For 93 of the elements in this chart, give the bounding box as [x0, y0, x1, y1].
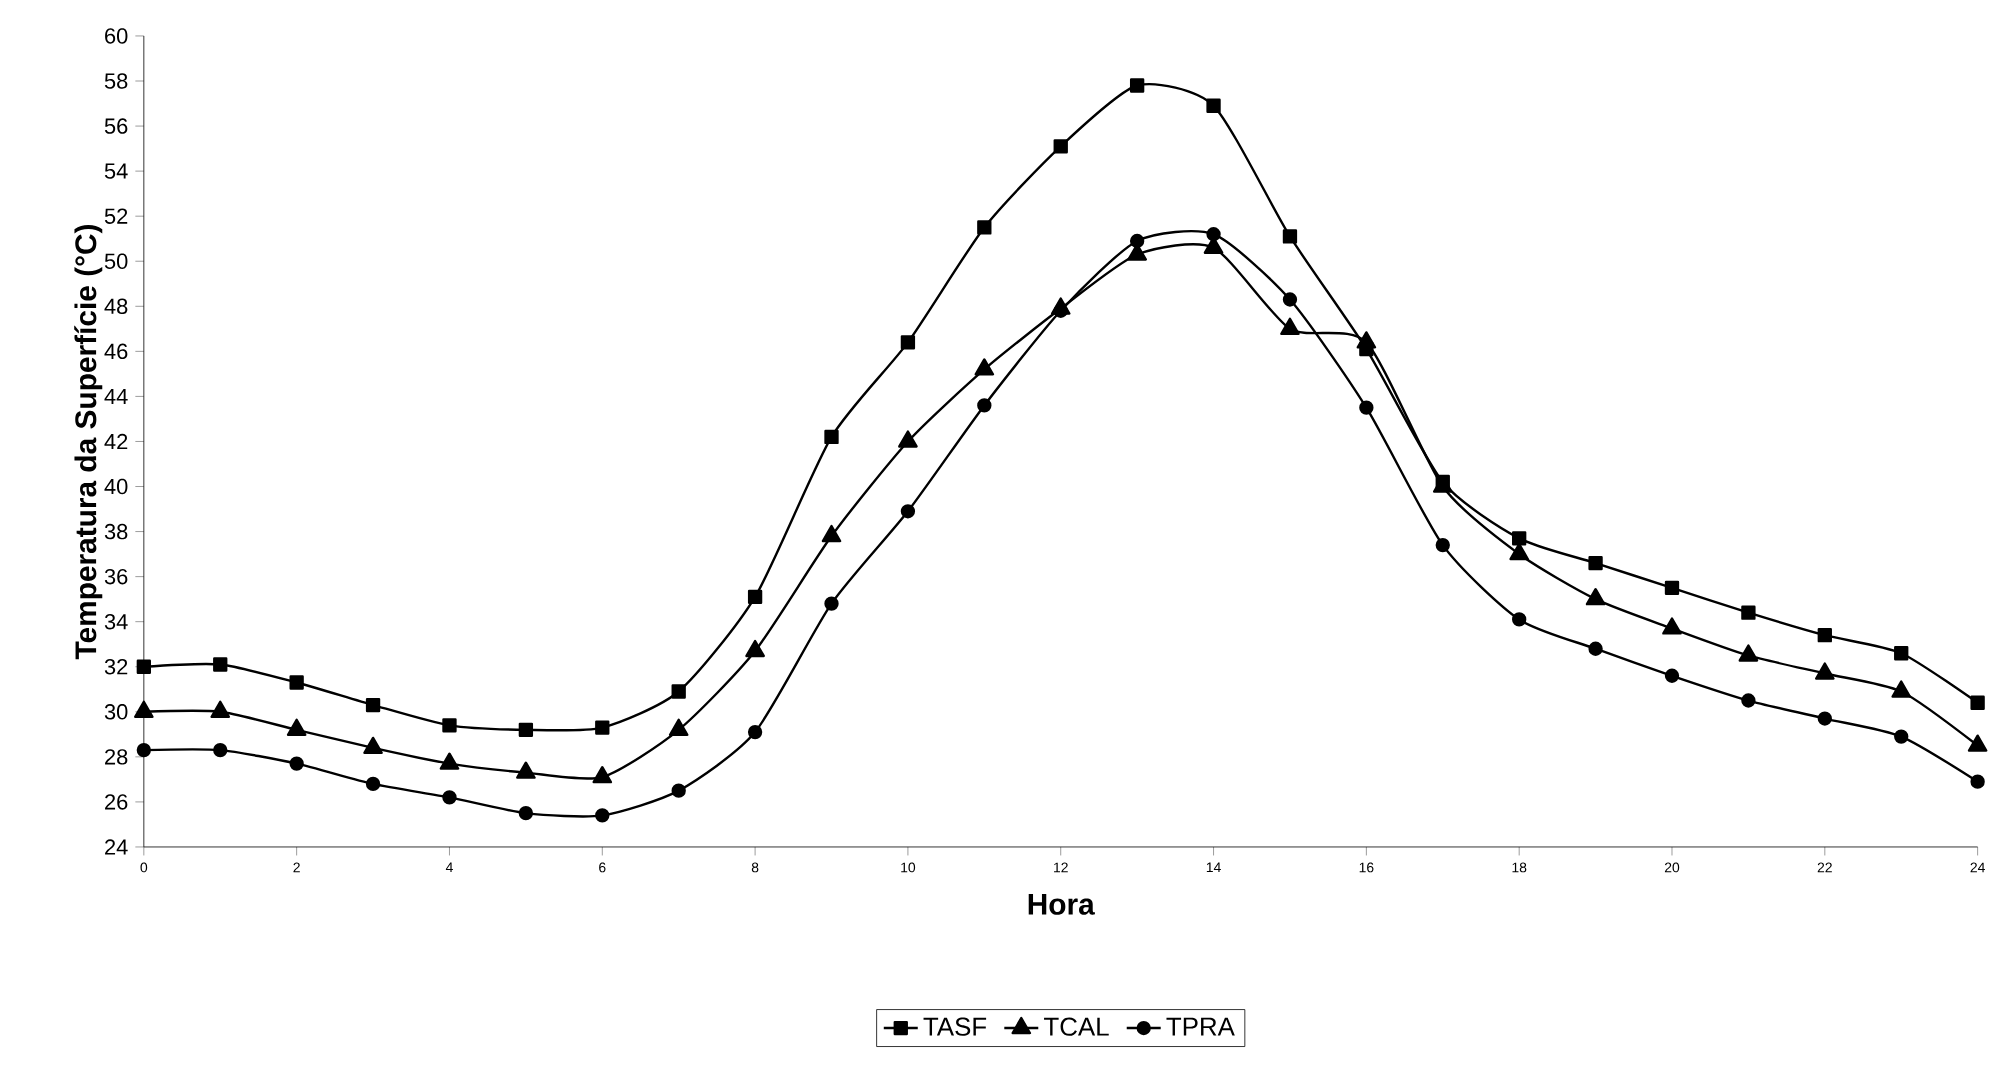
point [134, 700, 154, 718]
point [747, 589, 763, 604]
point [1282, 228, 1298, 244]
point [1585, 587, 1606, 605]
point [824, 596, 839, 611]
point [1129, 233, 1145, 248]
point [1814, 662, 1835, 680]
point [365, 776, 381, 791]
point [1662, 616, 1682, 635]
x-axis-title: Hora [1028, 893, 1095, 915]
y-tick-label: 52 [104, 208, 128, 224]
point [213, 742, 228, 757]
point [1512, 611, 1527, 627]
y-tick-label: 28 [105, 748, 128, 765]
point [365, 697, 381, 712]
point [1970, 774, 1985, 789]
point [592, 765, 613, 783]
point [900, 503, 916, 519]
y-tick-label: 40 [104, 478, 128, 494]
point [1967, 734, 1988, 752]
y-tick-label: 38 [104, 523, 128, 539]
y-tick-label: 60 [105, 27, 128, 44]
legend-label: TPRA [1166, 1017, 1235, 1036]
point [671, 783, 686, 798]
point [289, 756, 304, 771]
point [977, 397, 992, 413]
point [1741, 693, 1756, 708]
y-tick-label: 44 [104, 388, 128, 404]
legend-label: TASF [923, 1017, 987, 1036]
point [1664, 668, 1680, 683]
point [516, 761, 536, 779]
point [745, 639, 765, 657]
y-tick-label: 54 [104, 163, 128, 179]
point [671, 684, 686, 699]
point [1282, 292, 1298, 307]
point [1891, 680, 1912, 698]
point [1817, 627, 1832, 643]
point [210, 700, 231, 718]
y-axis-title: Temperatura da Superfície (°C) [74, 224, 103, 659]
point [439, 752, 460, 770]
point [1894, 729, 1909, 744]
point [518, 805, 534, 820]
point [824, 429, 839, 444]
point [1817, 711, 1832, 726]
point [1435, 537, 1450, 552]
y-tick-label: 42 [104, 433, 128, 449]
point [1053, 303, 1068, 318]
point [289, 675, 304, 690]
y-tick-label: 36 [104, 568, 128, 585]
point [747, 724, 763, 739]
point [286, 718, 307, 736]
point [977, 219, 992, 235]
y-tick-label: 56 [104, 117, 128, 134]
point [363, 736, 383, 754]
point [1512, 530, 1527, 546]
point [1053, 138, 1068, 154]
point [1206, 98, 1221, 113]
point [1588, 555, 1603, 570]
y-tick-label: 58 [104, 72, 128, 89]
point [1664, 580, 1680, 595]
y-tick-label: 50 [104, 253, 128, 269]
point [442, 789, 457, 805]
point [595, 720, 610, 735]
point [974, 357, 995, 376]
point [1738, 643, 1759, 662]
point [1129, 78, 1145, 93]
point [1509, 542, 1529, 560]
point [595, 807, 610, 823]
point [1970, 695, 1985, 710]
point [136, 742, 152, 757]
point [1280, 317, 1300, 335]
y-tick-label: 24 [105, 839, 128, 855]
y-tick-label: 32 [104, 658, 128, 675]
point [1588, 641, 1603, 656]
point [1206, 226, 1221, 242]
point [821, 524, 842, 542]
y-tick-label: 48 [104, 298, 128, 314]
point [518, 722, 534, 737]
point [442, 717, 457, 733]
point [900, 334, 916, 350]
point [1741, 605, 1756, 620]
point [1356, 330, 1377, 349]
y-tick-label: 30 [104, 703, 128, 720]
point [136, 659, 152, 674]
legend-label: TCAL [1044, 1017, 1109, 1036]
y-tick-label: 34 [104, 613, 128, 630]
point [213, 656, 228, 672]
point [1359, 400, 1374, 415]
point [668, 718, 689, 736]
y-tick-label: 46 [104, 343, 128, 359]
y-tick-label: 26 [105, 793, 128, 810]
point [898, 429, 918, 448]
point [1894, 645, 1909, 661]
